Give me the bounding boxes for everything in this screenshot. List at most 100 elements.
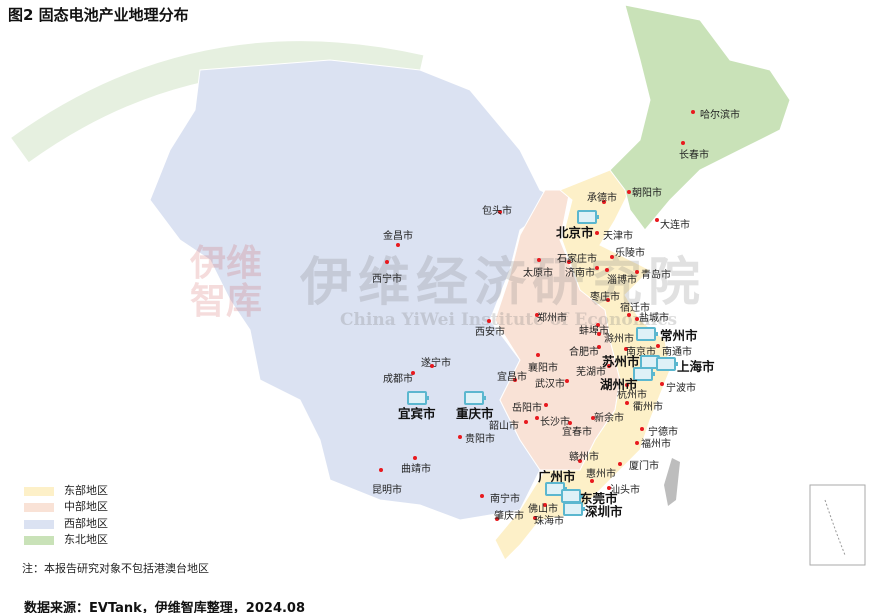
city-dot xyxy=(590,479,594,483)
city-label: 佛山市 xyxy=(528,504,558,515)
legend-item-east: 东部地区 xyxy=(24,482,108,498)
city-dot xyxy=(495,517,499,521)
figure-title: 图2 固态电池产业地理分布 xyxy=(8,6,189,24)
city-label: 南京市 xyxy=(626,347,656,358)
city-dot xyxy=(458,435,462,439)
battery-icon xyxy=(561,489,583,503)
city-label: 宜春市 xyxy=(562,427,592,438)
city-label: 长春市 xyxy=(679,150,709,161)
city-label: 承德市 xyxy=(587,193,617,204)
decor-arc xyxy=(11,41,424,163)
city-dot xyxy=(656,344,660,348)
city-dot xyxy=(635,270,639,274)
major-city-label: 常州市 xyxy=(660,328,698,343)
city-dot xyxy=(691,110,695,114)
city-dot xyxy=(591,416,595,420)
city-label: 盐城市 xyxy=(639,313,669,324)
data-source: 数据来源：EVTank，伊维智库整理，2024.08 xyxy=(24,601,306,613)
city-dot xyxy=(640,427,644,431)
city-dot xyxy=(567,260,571,264)
watermark-logo: 伊维智库 xyxy=(190,243,263,322)
city-dot xyxy=(660,382,664,386)
city-label: 西宁市 xyxy=(372,274,402,285)
city-label: 韶山市 xyxy=(489,421,519,432)
major-city-label: 湖州市 xyxy=(600,377,638,392)
battery-icon xyxy=(633,367,655,381)
city-dot xyxy=(535,313,539,317)
battery-icon xyxy=(464,391,486,405)
major-city-label: 宜宾市 xyxy=(398,406,436,421)
legend-swatch xyxy=(24,519,54,529)
city-dot xyxy=(513,378,517,382)
city-dot xyxy=(565,379,569,383)
city-dot xyxy=(618,462,622,466)
city-dot xyxy=(627,190,631,194)
major-city-label: 东莞市 xyxy=(580,491,618,506)
city-dot xyxy=(536,353,540,357)
city-dot xyxy=(627,313,631,317)
legend-swatch xyxy=(24,535,54,545)
city-dot xyxy=(606,298,610,302)
city-label: 宁波市 xyxy=(666,383,696,394)
city-label: 石家庄市 xyxy=(557,254,597,265)
battery-icon xyxy=(656,357,678,371)
city-dot xyxy=(411,371,415,375)
city-label: 福州市 xyxy=(641,439,671,450)
city-label: 曲靖市 xyxy=(401,464,431,475)
city-label: 襄阳市 xyxy=(528,363,558,374)
city-label: 新余市 xyxy=(594,413,624,424)
city-label: 昆明市 xyxy=(372,485,402,496)
city-label: 珠海市 xyxy=(534,516,564,527)
city-dot xyxy=(498,210,502,214)
city-dot xyxy=(625,383,629,387)
city-dot xyxy=(430,364,434,368)
city-label: 合肥市 xyxy=(569,347,599,358)
city-dot xyxy=(537,258,541,262)
region-northeast xyxy=(609,4,791,231)
city-label: 厦门市 xyxy=(629,461,659,472)
city-dot xyxy=(524,420,528,424)
legend-swatch xyxy=(24,486,54,496)
city-label: 杭州市 xyxy=(617,390,647,401)
city-label: 太原市 xyxy=(523,268,553,279)
city-dot xyxy=(578,459,582,463)
major-city-label: 重庆市 xyxy=(456,406,494,421)
city-label: 淄博市 xyxy=(607,275,637,286)
city-dot xyxy=(607,364,611,368)
city-dot xyxy=(480,494,484,498)
major-city-label: 深圳市 xyxy=(585,504,623,519)
city-dot xyxy=(487,319,491,323)
city-dot xyxy=(681,141,685,145)
city-dot xyxy=(568,421,572,425)
battery-icon xyxy=(563,502,585,516)
city-label: 汕头市 xyxy=(610,485,640,496)
city-label: 肇庆市 xyxy=(494,511,524,522)
battery-icon xyxy=(577,210,599,224)
battery-icon xyxy=(407,391,429,405)
city-label: 大连市 xyxy=(660,220,690,231)
city-dot xyxy=(605,268,609,272)
city-label: 西安市 xyxy=(475,327,505,338)
battery-icon xyxy=(636,327,658,341)
city-dot xyxy=(595,266,599,270)
city-dot xyxy=(635,317,639,321)
city-label: 郑州市 xyxy=(537,313,567,324)
city-dot xyxy=(610,255,614,259)
city-label: 宜昌市 xyxy=(497,372,527,383)
city-label: 赣州市 xyxy=(569,452,599,463)
major-city-label: 上海市 xyxy=(677,359,715,374)
taiwan xyxy=(664,458,680,506)
watermark-en: China YiWei Institute of Economics xyxy=(340,310,678,330)
region-west xyxy=(149,59,561,521)
city-dot xyxy=(607,486,611,490)
major-city-label: 苏州市 xyxy=(602,354,640,369)
watermark-cn: 伊维经济研究院 xyxy=(300,253,707,313)
city-dot xyxy=(596,323,600,327)
city-label: 宿迁市 xyxy=(620,303,650,314)
city-dot xyxy=(533,516,537,520)
city-label: 武汉市 xyxy=(535,379,565,390)
city-dot xyxy=(602,200,606,204)
city-dot xyxy=(597,332,601,336)
